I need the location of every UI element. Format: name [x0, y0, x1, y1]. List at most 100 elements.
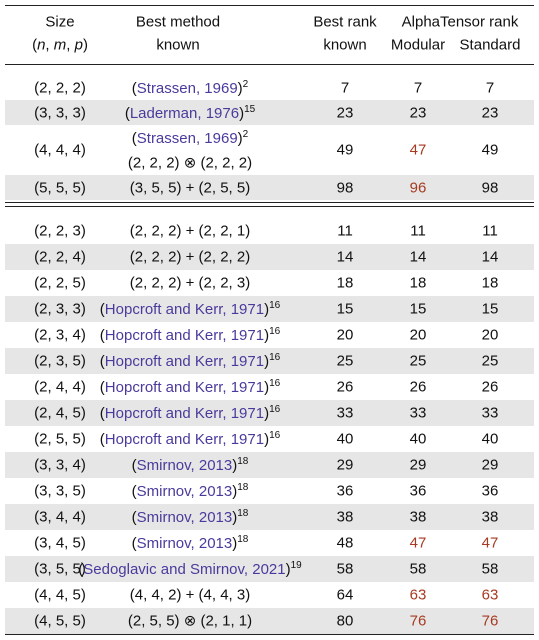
modular-rank: 25: [409, 352, 427, 370]
modular-rank: 47: [409, 534, 427, 552]
method-text: (2, 2, 2) ⊗ (2, 2, 2): [127, 154, 253, 171]
method-text: ): [264, 301, 270, 318]
modular-rank: 96: [409, 179, 427, 196]
size: (2, 3, 5): [34, 352, 86, 370]
method-text: (: [131, 79, 137, 97]
citation: Laderman, 1976: [129, 104, 240, 122]
method-text: ): [237, 129, 243, 147]
method-text: (: [78, 561, 84, 578]
rule: [5, 206, 534, 207]
method: (Hopcroft and Kerr, 1971)16: [100, 378, 281, 396]
method-text: ): [232, 457, 238, 474]
best-rank: 20: [336, 326, 354, 344]
standard-rank: 47: [481, 534, 499, 552]
method-text: (: [99, 301, 105, 318]
best-rank: 49: [336, 141, 354, 159]
row-shade: [5, 348, 534, 374]
header-alpha: AlphaTensor rank: [401, 13, 519, 31]
best-rank: 7: [340, 79, 350, 96]
standard-rank: 38: [481, 508, 499, 526]
standard-rank: 14: [481, 248, 499, 266]
method: (Smirnov, 2013)18: [132, 509, 249, 526]
modular-rank: 36: [409, 482, 427, 500]
method: (Strassen, 1969)2: [131, 128, 249, 147]
best-rank: 14: [336, 248, 354, 266]
header-size-sub: (n, m, p): [32, 36, 88, 54]
citation: Strassen, 1969: [136, 79, 238, 97]
reference: 2: [242, 128, 249, 140]
method-text: (: [131, 457, 137, 474]
citation: Hopcroft and Kerr, 1971: [104, 301, 265, 318]
standard-rank: 58: [481, 560, 499, 578]
header-size: Size: [45, 13, 75, 31]
header-standard: Standard: [459, 36, 521, 54]
method-text: (: [131, 129, 137, 147]
size: (5, 5, 5): [34, 179, 86, 196]
reference: 18: [237, 482, 249, 493]
row-shade: [5, 296, 534, 322]
citation: Hopcroft and Kerr, 1971: [104, 353, 265, 370]
method-text: ): [237, 79, 243, 97]
size: (2, 4, 4): [34, 378, 86, 396]
size: (2, 2, 5): [34, 274, 86, 292]
modular-rank: 40: [409, 430, 427, 448]
size: (3, 3, 5): [34, 482, 86, 500]
modular-rank: 20: [409, 326, 427, 344]
modular-rank: 76: [409, 612, 427, 630]
citation: Hopcroft and Kerr, 1971: [104, 431, 265, 448]
best-rank: 25: [336, 352, 354, 370]
standard-rank: 49: [481, 141, 499, 159]
standard-rank: 33: [481, 404, 499, 422]
method-text: (: [99, 431, 105, 448]
modular-rank: 7: [413, 79, 423, 96]
method-text: (: [124, 104, 130, 122]
row-shade: [5, 400, 534, 426]
method: (2, 5, 5) ⊗ (2, 1, 1): [128, 614, 252, 629]
row-shade: [5, 452, 534, 478]
standard-rank: 20: [481, 326, 499, 344]
row-shade: [5, 504, 534, 530]
modular-rank: 26: [409, 378, 427, 396]
citation: Strassen, 1969: [136, 129, 238, 147]
method-text: ): [264, 379, 270, 396]
reference: 16: [269, 326, 281, 337]
citation: Smirnov, 2013: [136, 457, 233, 474]
method-text: (: [99, 327, 105, 344]
standard-rank: 36: [481, 482, 499, 500]
rule: [5, 5, 534, 6]
standard-rank: 76: [481, 612, 499, 630]
modular-rank: 14: [409, 248, 427, 266]
header-best: Best rank: [313, 13, 377, 31]
best-rank: 18: [336, 274, 354, 292]
header-method: Best method: [135, 13, 221, 31]
size: (3, 3, 3): [34, 104, 86, 121]
row-shade: [5, 100, 534, 125]
citation: Smirnov, 2013: [136, 535, 233, 552]
method: (Laderman, 1976)15: [124, 104, 255, 122]
standard-rank: 63: [481, 586, 499, 604]
reference: 16: [269, 300, 281, 311]
standard-rank: 98: [481, 179, 499, 196]
method-text: ): [239, 104, 245, 122]
best-rank: 33: [336, 404, 354, 422]
row-shade: [5, 556, 534, 582]
size: (3, 4, 4): [34, 508, 86, 526]
method: (Hopcroft and Kerr, 1971)16: [99, 326, 281, 344]
method: (Hopcroft and Kerr, 1971)16: [99, 431, 280, 448]
modular-rank: 11: [410, 222, 426, 240]
reference: 16: [269, 378, 281, 389]
size: (4, 5, 5): [34, 612, 86, 630]
size: (2, 2, 2): [34, 79, 86, 96]
method-text: (2, 2, 2) + (2, 2, 3): [129, 274, 251, 292]
header-modular: Modular: [390, 36, 446, 54]
citation: Smirnov, 2013: [136, 509, 233, 526]
method: (Smirnov, 2013)18: [132, 482, 249, 500]
best-rank: 40: [336, 430, 354, 448]
size: (4, 4, 4): [34, 141, 86, 159]
method: (Hopcroft and Kerr, 1971)16: [100, 353, 280, 370]
method-text: ): [232, 535, 238, 552]
best-rank: 26: [336, 378, 354, 396]
modular-rank: 63: [409, 586, 427, 604]
size: (4, 4, 5): [34, 586, 86, 604]
method-text: (: [99, 405, 105, 422]
